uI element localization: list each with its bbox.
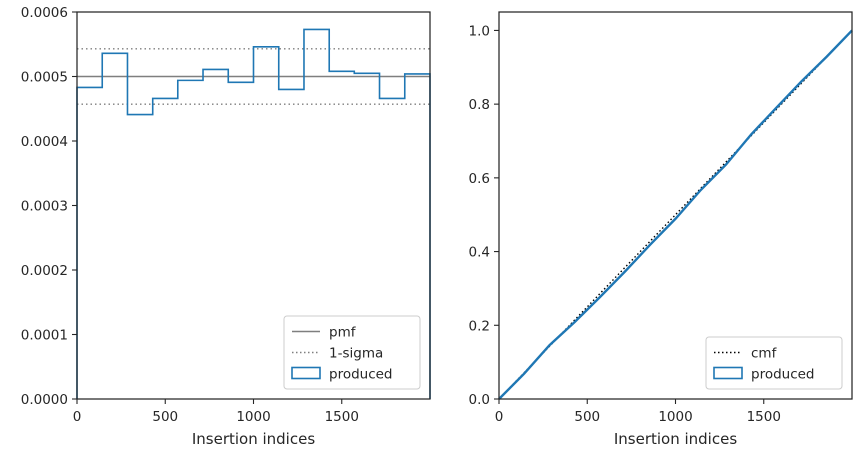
left-panel: 0 500 1000 1500 0.00000.00010.00020.00030.0…	[21, 5, 431, 448]
right-y-ticks: 0.0 0.2 0.4 0.6 0.8 1.0	[469, 23, 499, 408]
right-y-tick-label: 0.0	[469, 392, 490, 408]
left-y-ticks: 0.0000 0.0001 0.0002 0.0003 0.0004 0.0005 0.00…	[21, 5, 77, 408]
left-y-tick-label: 0.0004	[21, 134, 68, 150]
right-y-tick-label: 1.0	[469, 23, 490, 39]
right-y-tick-label: 0.2	[469, 318, 490, 334]
left-plot-marks	[76, 28, 431, 399]
left-y-tick-label: 0.0003	[21, 199, 68, 215]
left-x-ticks: 0 500 1000 1500	[73, 399, 359, 425]
left-x-tick-label: 1500	[325, 409, 359, 425]
produced-cumulative-line	[498, 29, 853, 400]
right-panel: 0 500 1000 1500 0.0 0.2 0.4 0.6 0.8 1.0 Insertio…	[469, 11, 853, 448]
left-legend-label: produced	[329, 367, 393, 383]
left-x-tick-label: 1000	[236, 409, 270, 425]
right-y-tick-label: 0.6	[469, 171, 490, 187]
left-y-tick-label: 0.0002	[21, 263, 68, 279]
right-plot-marks	[498, 29, 853, 400]
left-x-tick-label: 0	[73, 409, 82, 425]
right-x-axis-label: Insertion indices	[614, 430, 737, 448]
right-legend-handle-produced	[713, 366, 743, 380]
left-legend-box	[283, 315, 421, 390]
left-x-axis-label: Insertion indices	[192, 430, 315, 448]
right-legend-label: cmf	[751, 346, 778, 362]
right-y-tick-label: 0.8	[469, 97, 490, 113]
left-axes-frame	[76, 11, 431, 400]
left-legend-label: pmf	[329, 325, 357, 341]
left-legend-label: 1-sigma	[329, 346, 383, 362]
left-y-tick-label: 0.0000	[21, 392, 68, 408]
right-x-tick-label: 1500	[747, 409, 781, 425]
right-x-tick-label: 500	[574, 409, 600, 425]
left-y-tick-label: 0.0006	[21, 5, 68, 21]
right-legend-label: produced	[751, 367, 815, 383]
left-y-tick-label: 0.0005	[21, 70, 68, 86]
produced-histogram	[76, 28, 431, 399]
left-x-tick-label: 500	[152, 409, 178, 425]
right-legend: cmf produced	[705, 336, 843, 390]
right-x-tick-label: 1000	[658, 409, 692, 425]
right-legend-box	[705, 336, 843, 390]
right-y-tick-label: 0.4	[469, 245, 490, 261]
left-legend-handle-produced	[291, 366, 321, 380]
right-x-ticks: 0 500 1000 1500	[495, 399, 781, 425]
right-x-tick-label: 0	[495, 409, 504, 425]
right-axes-frame	[498, 11, 853, 400]
left-legend: pmf 1-sigma produced	[283, 315, 421, 390]
left-y-tick-label: 0.0001	[21, 328, 68, 344]
